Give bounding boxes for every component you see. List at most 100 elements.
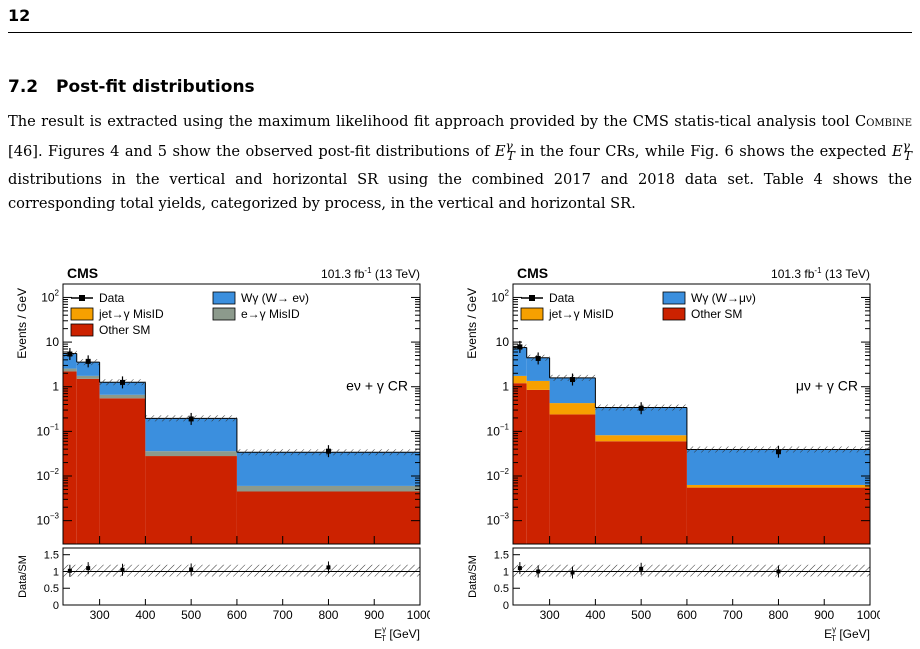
ratio-tick-label: 0.5 <box>494 583 509 595</box>
ratio-point <box>639 566 644 571</box>
legend-label: jet→γ MisID <box>98 307 164 321</box>
paragraph-text: The result is extracted using the maximu… <box>8 113 856 130</box>
ratio-point <box>326 565 331 570</box>
bar-jet <box>513 375 527 384</box>
data-point <box>67 351 73 357</box>
paragraph-text: distributions in the vertical and horizo… <box>8 170 912 212</box>
y-tick-label: 102 <box>491 288 509 304</box>
figure-panel-electron: CMS 101.3 fb-1 (13 TeV) 102 10 1 10−1 10−2 10−3… <box>10 262 434 649</box>
bar-signal <box>526 357 550 381</box>
legend-label: Data <box>99 291 125 305</box>
data-point <box>85 358 91 364</box>
variable-et: EγT <box>891 139 912 163</box>
legend-label: Other SM <box>691 307 742 321</box>
legend-label: e→γ MisID <box>241 307 300 321</box>
y-tick-label: 10−3 <box>37 512 60 528</box>
bar-other <box>595 441 687 544</box>
figure-panel-muon: CMS 101.3 fb-1 (13 TeV) 102 10 1 10−1 10−2 10−3… <box>460 262 884 649</box>
bar-jet <box>526 380 550 390</box>
region-label: eν + γ CR <box>346 378 408 394</box>
legend-label: Data <box>549 291 575 305</box>
x-axis-label: Eγ T [GeV] <box>824 625 870 643</box>
ratio-tick-label: 1.5 <box>44 550 59 562</box>
ratio-tick-label: 0 <box>503 600 509 612</box>
x-tick-label: 400 <box>135 608 155 622</box>
bar-jet <box>595 435 687 442</box>
bar-other <box>686 487 870 544</box>
y-tick-label: 10−2 <box>37 467 60 483</box>
y-tick-label: 102 <box>41 288 59 304</box>
x-tick-label: 900 <box>364 608 384 622</box>
bar-e <box>145 451 237 457</box>
legend-swatch <box>212 291 236 305</box>
bar-signal <box>236 452 420 486</box>
legend-label: Wγ (W→μν) <box>691 291 756 305</box>
section-heading: 7.2 Post-fit distributions <box>8 77 255 97</box>
x-axis-label: Eγ T [GeV] <box>374 625 420 643</box>
legend-label: Other SM <box>99 323 150 337</box>
bar-signal <box>513 347 527 376</box>
data-point <box>325 448 331 454</box>
ratio-point <box>517 566 522 571</box>
bar-other <box>513 383 527 544</box>
x-tick-label: 700 <box>723 608 743 622</box>
legend-data-marker <box>529 295 535 301</box>
legend-swatch <box>662 307 686 321</box>
y-tick-label: 10 <box>46 335 60 349</box>
x-tick-label: 600 <box>227 608 247 622</box>
body-paragraph: The result is extracted using the maximu… <box>8 110 912 216</box>
data-point <box>517 344 523 350</box>
bar-e <box>63 368 77 372</box>
data-point <box>188 416 194 422</box>
header-rule <box>8 32 912 33</box>
ratio-tick-label: 1.5 <box>494 550 509 562</box>
x-tick-label: 900 <box>814 608 834 622</box>
lumi-label: 101.3 fb-1 (13 TeV) <box>321 266 420 281</box>
bar-other <box>145 456 237 544</box>
bar-e <box>99 394 146 399</box>
data-point <box>120 379 125 385</box>
legend-swatch <box>662 291 686 305</box>
y-tick-label: 10 <box>496 335 510 349</box>
legend-swatch <box>70 323 94 337</box>
x-tick-label: 500 <box>631 608 651 622</box>
ratio-frame <box>512 547 871 606</box>
x-tick-label: 600 <box>677 608 697 622</box>
main-frame <box>62 283 421 545</box>
legend-swatch <box>520 307 544 321</box>
ratio-point <box>189 567 194 572</box>
ratio-tick-label: 0.5 <box>44 583 59 595</box>
y-tick-label: 10−1 <box>487 422 510 438</box>
bar-other <box>236 491 420 544</box>
ratio-tick-label: 1 <box>503 566 509 578</box>
bar-other <box>526 389 550 544</box>
variable-et: EγT <box>494 139 515 163</box>
bar-e <box>236 485 420 492</box>
ratio-axis-label: Data/SM <box>17 555 29 598</box>
legend-swatch <box>70 307 94 321</box>
cms-label: CMS <box>67 265 98 281</box>
tool-name: Combine <box>855 113 912 130</box>
bar-other <box>76 378 100 544</box>
x-tick-label: 300 <box>90 608 110 622</box>
legend-data-marker <box>79 295 85 301</box>
region-label: μν + γ CR <box>796 378 858 394</box>
x-tick-label: 300 <box>540 608 560 622</box>
y-tick-label: 10−1 <box>37 422 60 438</box>
lumi-label: 101.3 fb-1 (13 TeV) <box>771 266 870 281</box>
y-tick-label: 10−2 <box>487 467 510 483</box>
bar-other <box>549 414 596 544</box>
data-point <box>535 355 541 361</box>
ratio-axis-label: Data/SM <box>467 555 479 598</box>
main-frame <box>512 283 871 545</box>
section-title: Post-fit distributions <box>56 77 255 97</box>
ratio-uncertainty <box>513 564 870 577</box>
chart-electron: CMS 101.3 fb-1 (13 TeV)10210110−110−210−3… <box>15 265 434 643</box>
y-axis-label: Events / GeV <box>465 288 479 359</box>
x-tick-label: 1000 <box>857 608 880 622</box>
data-point <box>638 405 644 411</box>
bar-other <box>63 371 77 544</box>
bar-signal <box>76 362 100 376</box>
bar-e <box>76 375 100 379</box>
ratio-frame <box>62 547 421 606</box>
